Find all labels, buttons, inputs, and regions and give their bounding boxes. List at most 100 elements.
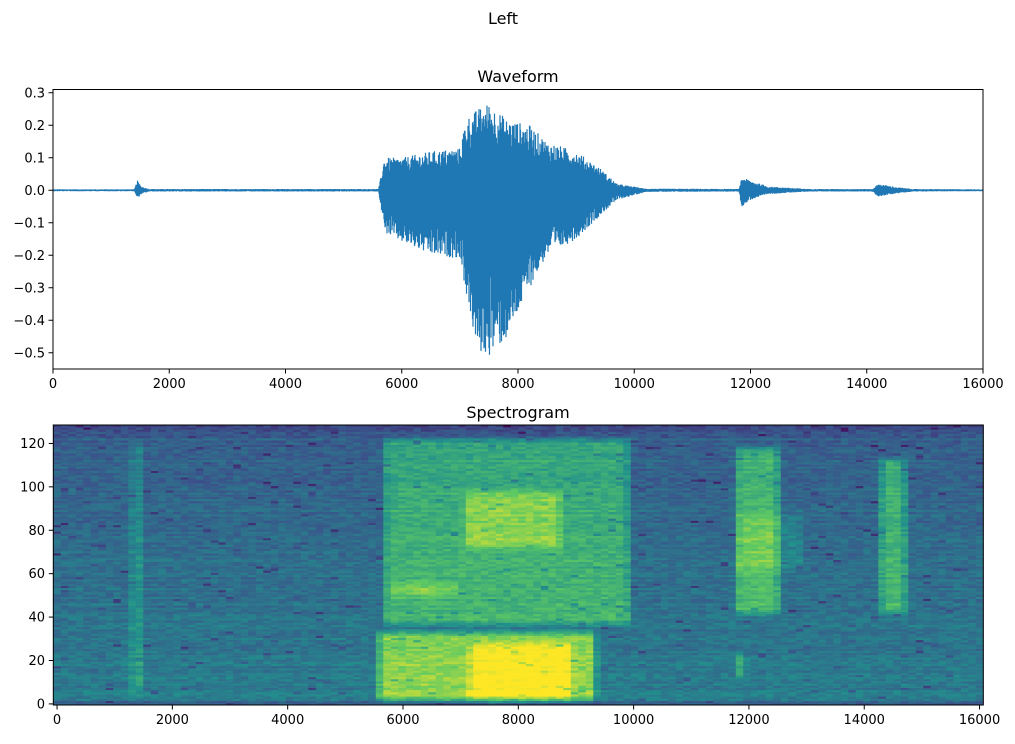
spectrogram-cell [151, 529, 159, 531]
spectrogram-cell [53, 445, 61, 447]
spectrogram-cell [263, 486, 271, 488]
spectrogram-cell [53, 625, 61, 627]
spectrogram-cell [188, 507, 196, 509]
spectrogram-cell [271, 436, 279, 438]
spectrogram-cell [98, 455, 106, 457]
spectrogram-cell [301, 523, 309, 525]
spectrogram-cell [68, 573, 76, 575]
spectrogram-cell [166, 555, 174, 557]
spectrogram-cell [76, 477, 84, 479]
spectrogram-cell [136, 471, 144, 473]
spectrogram-cell [271, 625, 279, 627]
spectrogram-cell [188, 527, 196, 529]
spectrogram-cell [121, 542, 129, 544]
spectrogram-cell [278, 562, 286, 564]
spectrogram-cell [113, 664, 121, 666]
spectrogram-cell [53, 434, 61, 436]
spectrogram-cell [143, 531, 151, 533]
spectrogram-cell [173, 614, 181, 616]
spectrogram-cell [143, 610, 151, 612]
spectrogram-cell [188, 555, 196, 557]
spectrogram-cell [76, 583, 84, 585]
spectrogram-cell [68, 477, 76, 479]
spectrogram-cell [151, 523, 159, 525]
spectrogram-cell [113, 473, 121, 475]
spectrogram-cell [308, 675, 316, 677]
spectrogram-cell [76, 447, 84, 449]
spectrogram-cell [76, 614, 84, 616]
spectrogram-cell [173, 594, 181, 596]
spectrogram-cell [271, 653, 279, 655]
spectrogram-cell [173, 555, 181, 557]
spectrogram-cell [106, 434, 114, 436]
spectrogram-cell [136, 568, 144, 570]
spectrogram-cell [203, 551, 211, 553]
spectrogram-cell [316, 612, 324, 614]
spectrogram-cell [128, 499, 136, 501]
spectrogram-cell [76, 510, 84, 512]
spectrogram-cell [98, 540, 106, 542]
spectrogram-cell [173, 701, 181, 703]
spectrogram-cell [173, 501, 181, 503]
spectrogram-cell [53, 594, 61, 596]
spectrogram-cell [256, 592, 264, 594]
spectrogram-cell [211, 583, 219, 585]
spectrogram-cell [173, 449, 181, 451]
spectrogram-cell [188, 434, 196, 436]
spectrogram-cell [91, 592, 99, 594]
spectrogram-cell [248, 633, 256, 635]
spectrogram-cell [128, 629, 136, 631]
spectrogram-cell [301, 631, 309, 633]
spectrogram-cell [151, 631, 159, 633]
spectrogram-cell [136, 679, 144, 681]
spectrogram-cell [106, 440, 114, 442]
spectrogram-cell [151, 627, 159, 629]
spectrogram-cell [136, 427, 144, 429]
spectrogram-cell [248, 575, 256, 577]
spectrogram-cell [113, 527, 121, 529]
spectrogram-cell [128, 677, 136, 679]
spectrogram-cell [166, 549, 174, 551]
spectrogram-cell [226, 492, 234, 494]
spectrogram-cell [128, 562, 136, 564]
spectrogram-cell [293, 481, 301, 483]
spectrogram-cell [301, 440, 309, 442]
spectrogram-cell [226, 644, 234, 646]
spectrogram-cell [151, 675, 159, 677]
spectrogram-cell [188, 662, 196, 664]
spectrogram-cell [121, 616, 129, 618]
spectrogram-cell [316, 605, 324, 607]
spectrogram-cell [211, 677, 219, 679]
spectrogram-cell [53, 464, 61, 466]
spectrogram-cell [241, 633, 249, 635]
spectrogram-cell [233, 568, 241, 570]
spectrogram-cell [166, 551, 174, 553]
spectrogram-cell [196, 442, 204, 444]
spectrogram-cell [203, 594, 211, 596]
spectrogram-cell [143, 479, 151, 481]
spectrogram-cell [151, 466, 159, 468]
spectrogram-cell [113, 542, 121, 544]
spectrogram-cell [196, 618, 204, 620]
spectrogram-cell [271, 688, 279, 690]
spectrogram-cell [241, 668, 249, 670]
spectrogram-cell [271, 473, 279, 475]
spectrogram-cell [128, 544, 136, 546]
spectrogram-cell [181, 599, 189, 601]
spectrogram-cell [308, 646, 316, 648]
spectrogram-cell [338, 616, 346, 618]
spectrogram-cell [61, 620, 69, 622]
spectrogram-cell [173, 547, 181, 549]
spectrogram-cell [316, 620, 324, 622]
spectrogram-cell [188, 429, 196, 431]
spectrogram-cell [61, 540, 69, 542]
spectrogram-cell [226, 696, 234, 698]
spectrogram-cell [308, 468, 316, 470]
spectrogram-cell [113, 547, 121, 549]
spectrogram-cell [248, 527, 256, 529]
spectrogram-cell [316, 659, 324, 661]
spectrogram-cell [166, 477, 174, 479]
spectrogram-cell [121, 499, 129, 501]
spectrogram-cell [158, 631, 166, 633]
spectrogram-cell [218, 529, 226, 531]
